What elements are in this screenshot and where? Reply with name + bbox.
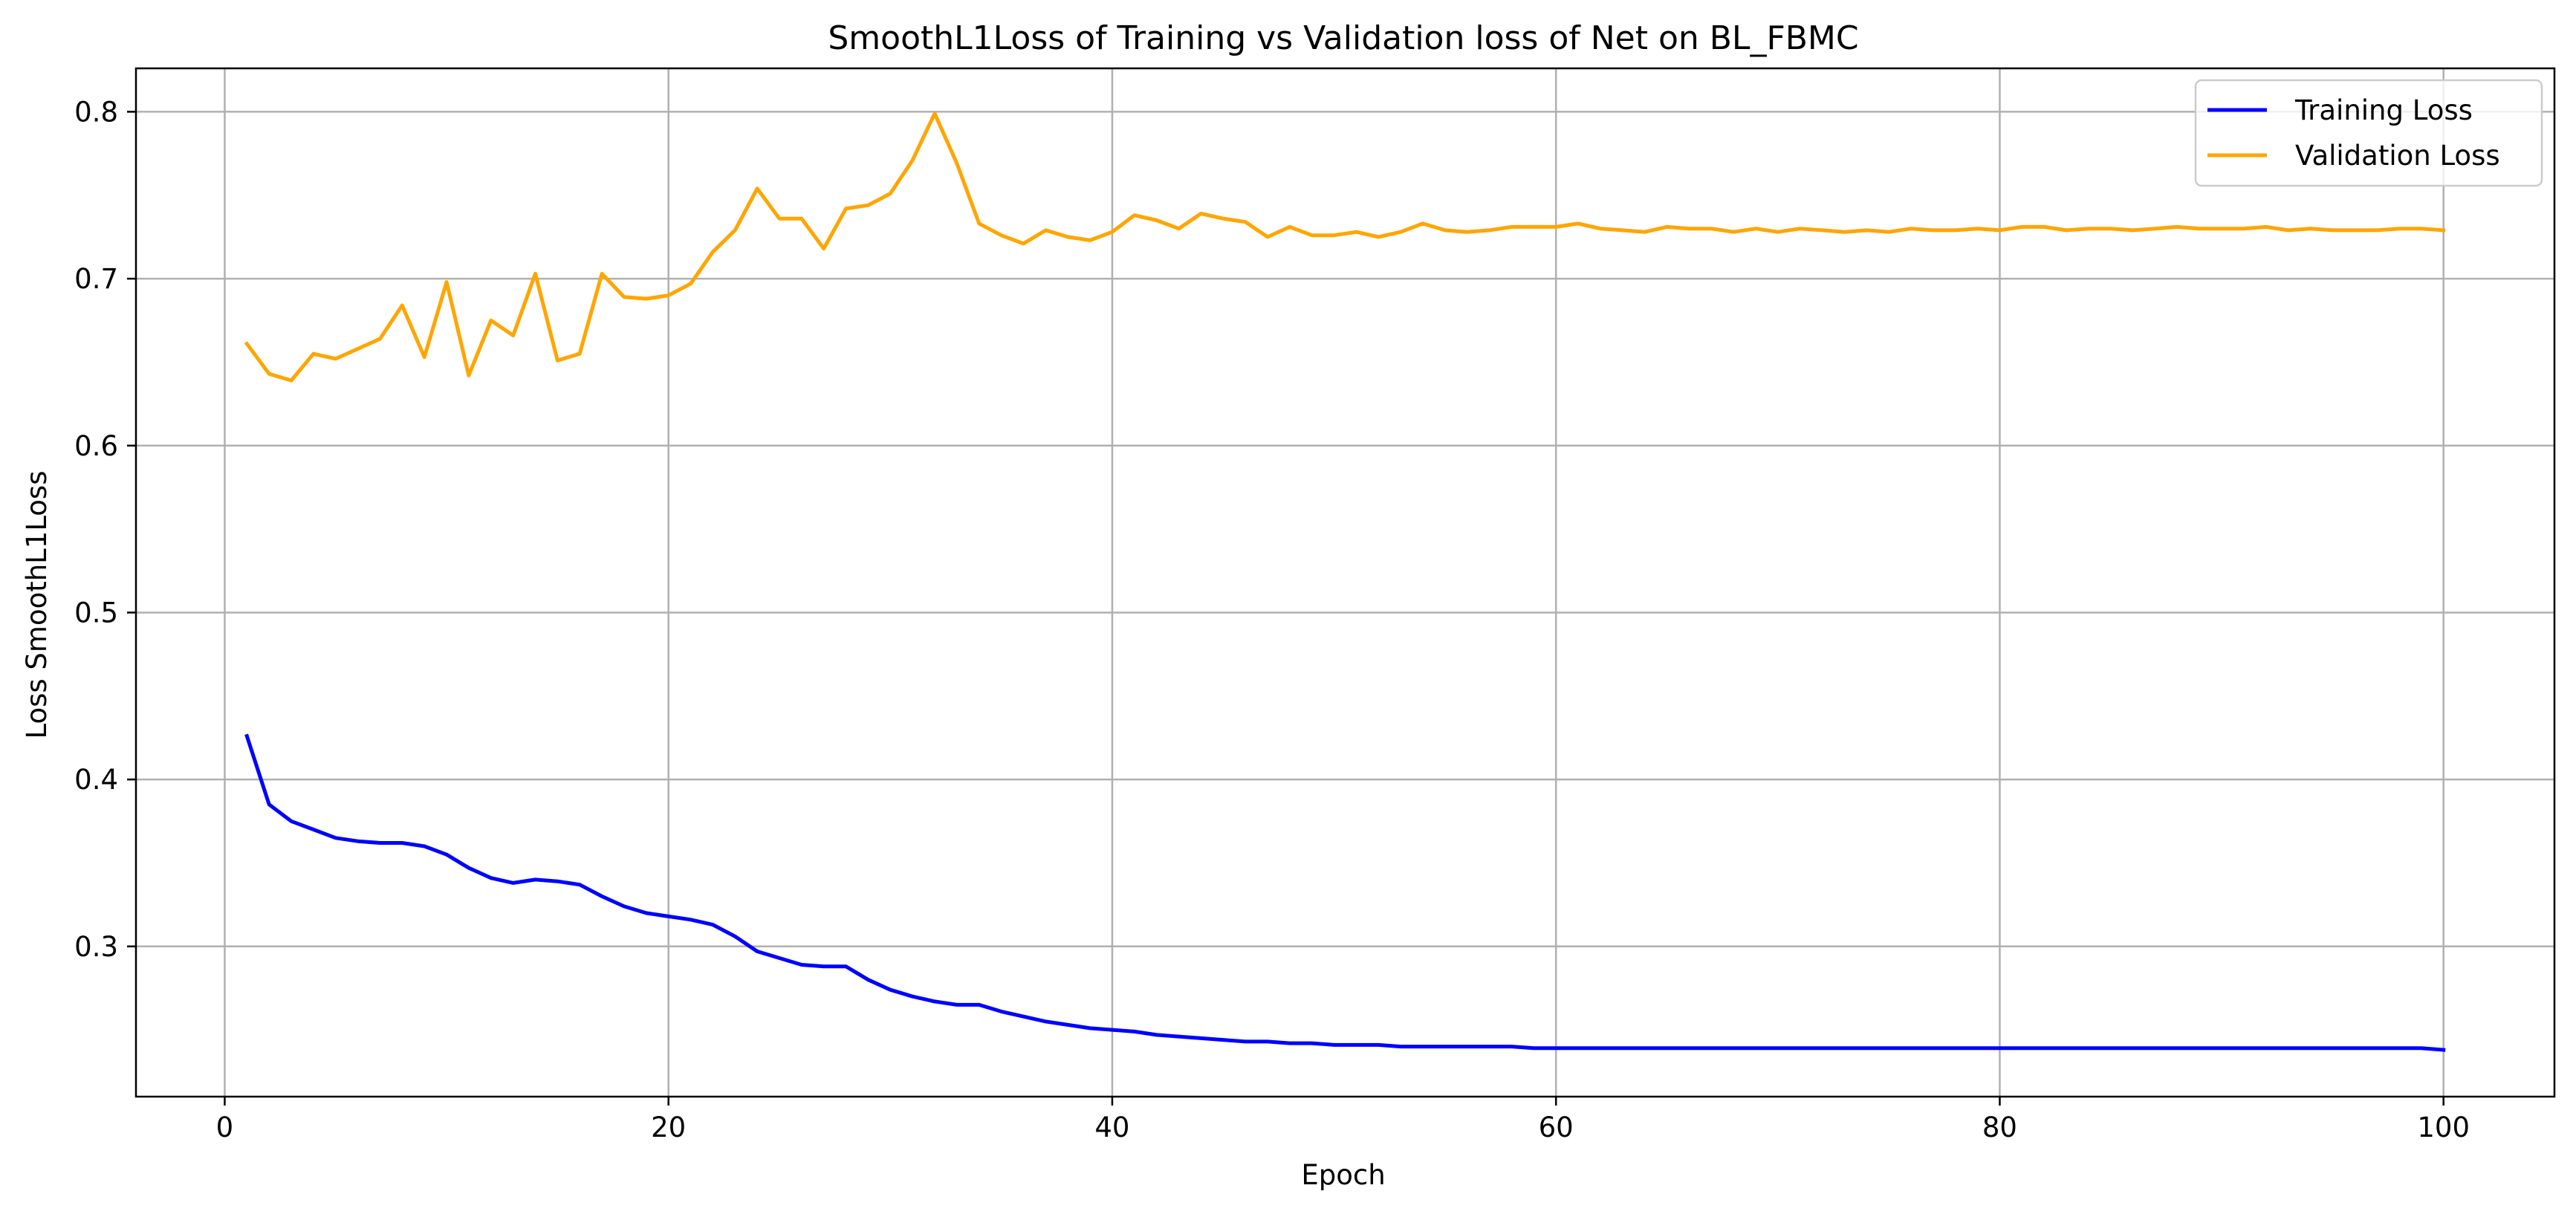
x-tick-label: 100 xyxy=(2417,1111,2470,1143)
y-tick-label: 0.5 xyxy=(74,597,118,629)
y-tick-label: 0.8 xyxy=(74,96,118,128)
grid-lines xyxy=(136,68,2554,1097)
legend: Training Loss Validation Loss xyxy=(2194,79,2543,187)
plot-frame xyxy=(134,67,2556,1098)
chart-title: SmoothL1Loss of Training vs Validation l… xyxy=(828,19,1858,57)
legend-label: Validation Loss xyxy=(2295,140,2500,172)
y-tick-label: 0.3 xyxy=(74,931,118,963)
x-tick-label: 20 xyxy=(651,1111,686,1143)
x-tick-label: 0 xyxy=(216,1111,234,1143)
y-tick-label: 0.7 xyxy=(74,263,118,295)
series-line-training-loss xyxy=(244,733,2446,1052)
y-axis-title: Loss SmoothL1Loss xyxy=(21,471,53,739)
series-lines xyxy=(244,111,2446,1052)
legend-label: Training Loss xyxy=(2294,94,2473,126)
series-line-validation-loss xyxy=(244,111,2446,383)
x-tick-label: 60 xyxy=(1539,1111,1574,1143)
legend-box xyxy=(2194,79,2543,187)
y-tick-label: 0.6 xyxy=(74,430,118,462)
axis-ticks: 0 20 40 60 80 100 0.3 0.4 0.5 0.6 0.7 0.8 xyxy=(74,96,2470,1143)
y-tick-label: 0.4 xyxy=(74,764,118,796)
x-tick-label: 80 xyxy=(1982,1111,2017,1143)
x-tick-label: 40 xyxy=(1094,1111,1129,1143)
x-axis-title: Epoch xyxy=(1301,1159,1385,1191)
